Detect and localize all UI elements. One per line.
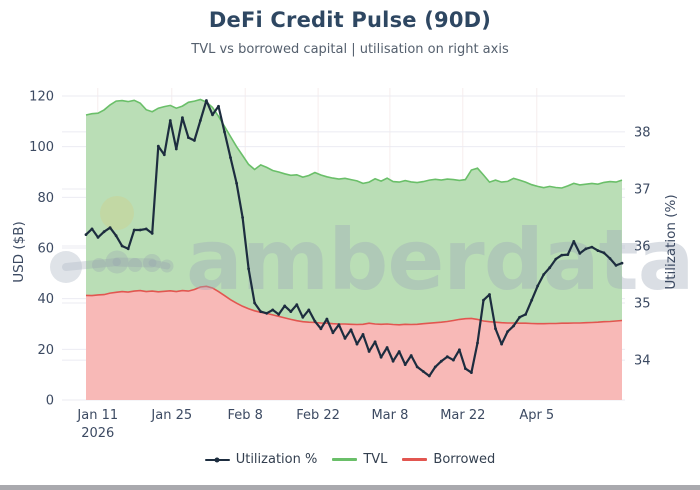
legend-item-utilization: Utilization % <box>204 452 318 467</box>
borrowed-legend-marker <box>402 458 428 461</box>
watermark-logo-link <box>112 257 157 268</box>
utilization-point-markers <box>84 99 624 378</box>
chart-title: DeFi Credit Pulse (90D) <box>208 8 492 32</box>
x-axis-tick-label: Feb 8 <box>227 408 262 423</box>
right-axis-label: Utilization (%) <box>663 194 679 290</box>
legend-item-borrowed: Borrowed <box>402 452 495 467</box>
watermark-logo-circle <box>92 258 106 272</box>
x-axis-tick-label: Feb 22 <box>296 408 340 423</box>
watermark-logo-link <box>148 259 171 270</box>
left-axis-tick-label: 100 <box>29 140 54 155</box>
right-axis-tick-label: 38 <box>634 125 651 140</box>
watermark-logo-circle <box>143 254 161 272</box>
borrowed-boundary-line <box>85 285 623 326</box>
x-axis-tick-sublabel: 2026 <box>81 426 114 441</box>
left-axis-tick-label: 60 <box>37 242 54 257</box>
right-axis-tick-label: 35 <box>634 297 651 312</box>
utilization-line <box>85 99 623 378</box>
watermark-logo-link <box>62 258 121 271</box>
legend-label: TVL <box>363 452 388 467</box>
legend-item-tvl: TVL <box>332 452 387 467</box>
x-axis-tick-label: Mar 8 <box>371 408 408 423</box>
watermark-amber-dot <box>100 196 134 230</box>
watermark-logo-circle <box>128 258 142 272</box>
x-axis-tick-label: Apr 5 <box>519 408 554 423</box>
tvl-legend-marker <box>332 458 358 461</box>
chart-subtitle: TVL vs borrowed capital | utilisation on… <box>191 42 509 57</box>
watermark-logo-circle <box>50 251 82 283</box>
utilization-legend-dot <box>214 457 220 462</box>
right-axis-tick-label: 37 <box>634 182 651 197</box>
bottom-bar <box>0 485 700 490</box>
x-axis-tick-label: Mar 22 <box>440 408 485 423</box>
utilization-legend-marker <box>204 457 230 462</box>
left-axis-tick-label: 120 <box>29 90 54 105</box>
legend-label: Utilization % <box>235 452 318 467</box>
legend: Utilization % TVL Borrowed <box>0 452 700 467</box>
x-axis-tick-label: Jan 25 <box>150 408 192 423</box>
left-axis-tick-label: 0 <box>46 394 54 409</box>
right-axis-tick-label: 36 <box>634 239 651 254</box>
watermark-logo-circle <box>105 250 129 274</box>
left-axis-tick-label: 80 <box>37 191 54 206</box>
amberdata-watermark: amberdata <box>50 196 694 309</box>
watermark-logo-circle <box>160 259 174 273</box>
right-axis-tick-label: 34 <box>634 354 651 369</box>
legend-label: Borrowed <box>433 452 496 467</box>
tick-labels: 0 20 40 60 80 100 120 34 35 36 37 38 Jan 11 2026 Jan 2… <box>29 90 650 442</box>
left-axis-tick-label: 20 <box>37 343 54 358</box>
borrowed-area <box>86 286 622 400</box>
left-axis-label: USD ($B) <box>11 221 27 283</box>
x-axis-tick-label: Jan 11 <box>76 408 118 423</box>
left-axis-tick-label: 40 <box>37 292 54 307</box>
watermark-text: amberdata <box>186 211 693 309</box>
tvl-boundary-line <box>85 98 623 189</box>
